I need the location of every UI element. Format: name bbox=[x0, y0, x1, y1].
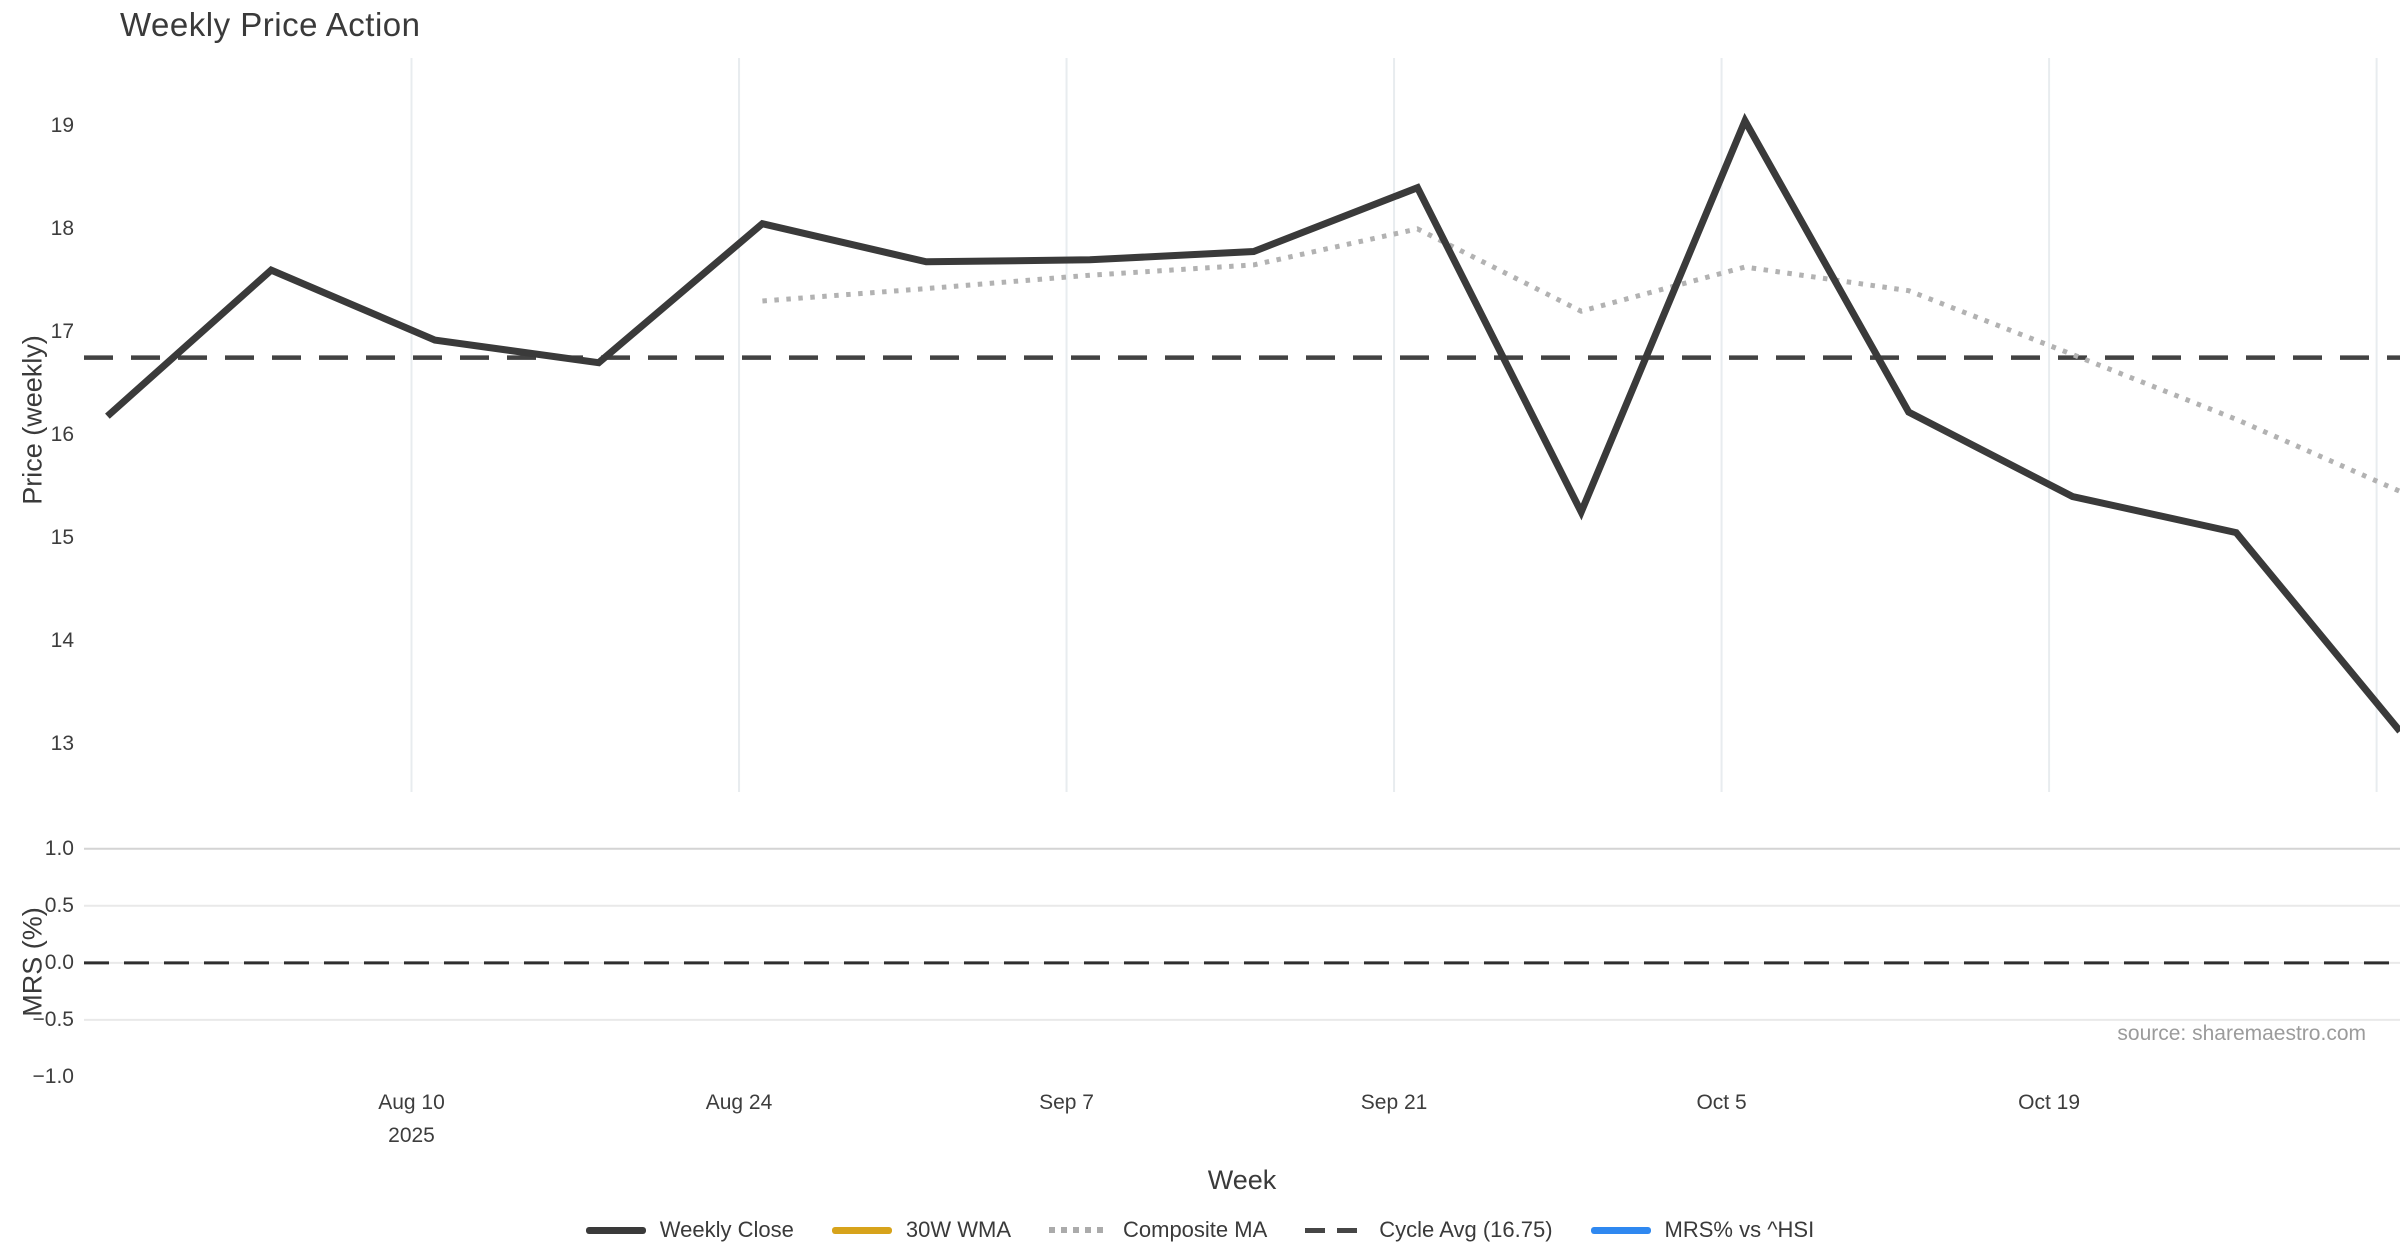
price-ytick-label: 17 bbox=[50, 319, 74, 343]
composite-ma-line bbox=[762, 226, 2400, 494]
legend-item-composite-ma[interactable]: Composite MA bbox=[1049, 1217, 1267, 1243]
mrs-ytick-label: 0.0 bbox=[44, 950, 74, 974]
legend-swatch-dotted bbox=[1049, 1227, 1109, 1233]
price-ytick-label: 18 bbox=[50, 216, 74, 240]
price-ytick-label: 13 bbox=[50, 731, 74, 755]
legend-label: Cycle Avg (16.75) bbox=[1379, 1217, 1553, 1242]
page-title: Weekly Price Action bbox=[120, 6, 421, 43]
legend-item-30w-wma[interactable]: 30W WMA bbox=[831, 1217, 1011, 1243]
legend-label: Composite MA bbox=[1123, 1217, 1268, 1242]
source-annotation: source: sharemaestro.com bbox=[2117, 1022, 2366, 1045]
x-tick-label: Sep 21 bbox=[1360, 1091, 1428, 1114]
x-tick-label: Oct 5 bbox=[1696, 1091, 1747, 1114]
x-tick-label: Sep 7 bbox=[1039, 1091, 1094, 1114]
legend-label: 30W WMA bbox=[905, 1217, 1011, 1242]
price-ytick-label: 14 bbox=[50, 628, 74, 652]
weekly-close-line bbox=[105, 112, 2400, 734]
legend-swatch-dashed bbox=[1305, 1227, 1366, 1233]
mrs-ytick-label: −0.5 bbox=[32, 1007, 74, 1031]
x-axis-title: Week bbox=[1207, 1165, 1277, 1195]
legend-label: MRS% vs ^HSI bbox=[1664, 1217, 1815, 1242]
price-axis-title: Price (weekly) bbox=[17, 335, 48, 505]
price-ytick-label: 15 bbox=[50, 525, 74, 549]
legend-swatch-solid bbox=[1590, 1226, 1651, 1234]
legend-item-cycle-avg-16-75[interactable]: Cycle Avg (16.75) bbox=[1305, 1217, 1553, 1243]
legend-item-weekly-close[interactable]: Weekly Close bbox=[585, 1217, 794, 1243]
legend-item-mrs-vs-hsi[interactable]: MRS% vs ^HSI bbox=[1590, 1217, 1815, 1243]
legend-label: Weekly Close bbox=[659, 1217, 794, 1242]
x-tick-label: Aug 24 bbox=[705, 1091, 773, 1114]
mrs-ytick-label: 0.5 bbox=[44, 893, 74, 917]
mrs-ytick-label: 1.0 bbox=[44, 836, 74, 860]
x-tick-label: Aug 10 bbox=[378, 1091, 445, 1114]
x-tick-label: Oct 19 bbox=[2018, 1091, 2081, 1114]
legend: Weekly Close 30W WMA Composite MA Cycle Avg… bbox=[0, 1212, 2400, 1248]
mrs-ytick-label: −1.0 bbox=[32, 1065, 74, 1088]
legend-swatch-solid bbox=[585, 1226, 646, 1234]
price-ytick-label: 16 bbox=[50, 422, 74, 446]
legend-swatch-solid bbox=[831, 1226, 892, 1234]
x-tick-year-label: 2025 bbox=[388, 1124, 435, 1147]
price-ytick-label: 19 bbox=[50, 113, 74, 137]
